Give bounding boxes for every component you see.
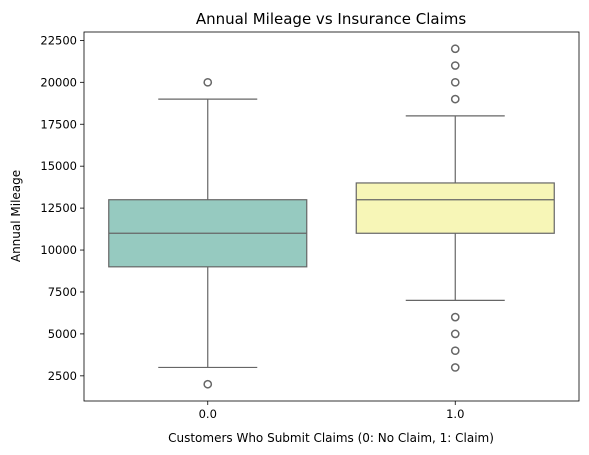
outlier-point (450, 312, 460, 322)
outlier-point (450, 77, 460, 87)
y-tick-label: 5000 (48, 327, 77, 341)
y-tick-label: 22500 (40, 33, 77, 47)
outlier-point (450, 94, 460, 104)
outlier-point (203, 77, 213, 87)
x-axis-label: Customers Who Submit Claims (0: No Claim… (168, 431, 494, 445)
outlier-point (203, 379, 213, 389)
y-axis: 2500 5000 7500 10000 12500 15000 17500 20000 225… (40, 33, 84, 383)
y-tick-label: 7500 (48, 285, 77, 299)
interquartile-box (355, 182, 555, 234)
y-tick-label: 15000 (40, 159, 77, 173)
y-tick-label: 20000 (40, 75, 77, 89)
y-tick-label: 17500 (40, 117, 77, 131)
outlier-point (450, 61, 460, 70)
outlier-point (450, 44, 460, 54)
chart-title: Annual Mileage vs Insurance Claims (196, 10, 467, 28)
y-tick-label: 10000 (40, 243, 77, 257)
y-tick-label: 12500 (40, 201, 77, 215)
box-group (108, 77, 308, 389)
box-group (355, 44, 555, 372)
outlier-point (450, 329, 460, 339)
x-tick-label: 1.0 (446, 407, 464, 421)
y-axis-label: Annual Mileage (9, 170, 23, 262)
y-tick-label: 2500 (48, 369, 77, 383)
box-series (108, 44, 555, 389)
x-axis: 0.0 1.0 (199, 401, 464, 421)
outlier-point (450, 363, 460, 372)
outlier-point (450, 346, 460, 356)
x-tick-label: 0.0 (199, 407, 217, 421)
